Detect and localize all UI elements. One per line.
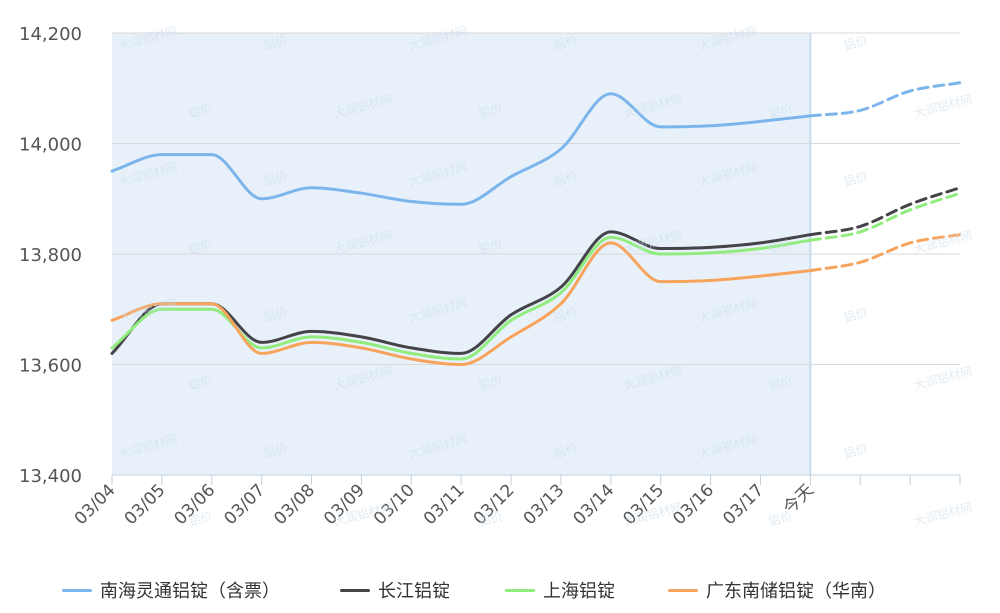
series-3-line [110, 241, 812, 366]
x-tick-label-0: 03/04 [71, 480, 120, 529]
x-tick-label-13: 03/17 [719, 480, 768, 529]
legend-item-1[interactable]: 长江铝锭 [340, 578, 450, 602]
legend-label-3: 广东南储铝锭（华南） [706, 581, 886, 602]
y-tick-label-1: 13,600 [19, 356, 82, 377]
legend-swatch-1 [340, 588, 370, 592]
x-tick-label-10: 03/14 [570, 480, 619, 529]
x-tick-label-8: 03/12 [470, 480, 519, 529]
x-tick-label-12: 03/16 [669, 480, 718, 529]
x-tick-label-11: 03/15 [619, 480, 668, 529]
y-tick-label-4: 14,200 [19, 24, 82, 45]
x-tick-label-5: 03/09 [320, 480, 369, 529]
legend-swatch-2 [505, 588, 535, 592]
legend-item-0[interactable]: 南海灵通铝锭（含票） [62, 578, 280, 602]
legend-label-1: 长江铝锭 [378, 581, 450, 602]
series-0-forecast-line [808, 81, 962, 118]
series-2-line [110, 235, 812, 361]
legend: 南海灵通铝锭（含票） 长江铝锭 上海铝锭 广东南储铝锭（华南） [0, 570, 1000, 610]
x-tick-label-6: 03/10 [370, 480, 419, 529]
plot-area: 13,400 13,600 13,800 14,000 14,200 03/04 03/05… [19, 24, 962, 529]
x-tick-label-14: 今天 [780, 480, 818, 518]
series-2-forecast-line [808, 191, 962, 242]
x-tick-label-3: 03/07 [220, 480, 269, 529]
x-tick-label-9: 03/13 [520, 480, 569, 529]
legend-item-2[interactable]: 上海铝锭 [505, 578, 615, 602]
x-tick-label-1: 03/05 [121, 480, 170, 529]
x-tick-label-2: 03/06 [171, 480, 220, 529]
series-1-forecast-line [808, 186, 962, 237]
x-tick-label-7: 03/11 [420, 480, 469, 529]
y-tick-label-3: 14,000 [19, 135, 82, 156]
legend-item-3[interactable]: 广东南储铝锭（华南） [668, 578, 886, 602]
legend-swatch-3 [668, 588, 698, 592]
x-tick-label-4: 03/08 [270, 480, 319, 529]
legend-swatch-0 [62, 588, 92, 592]
series-0-line [110, 92, 812, 206]
legend-label-0: 南海灵通铝锭（含票） [100, 581, 280, 602]
legend-label-2: 上海铝锭 [543, 581, 615, 602]
y-tick-label-2: 13,800 [19, 245, 82, 266]
series-3-forecast-line [808, 233, 962, 273]
y-tick-label-0: 13,400 [19, 466, 82, 487]
